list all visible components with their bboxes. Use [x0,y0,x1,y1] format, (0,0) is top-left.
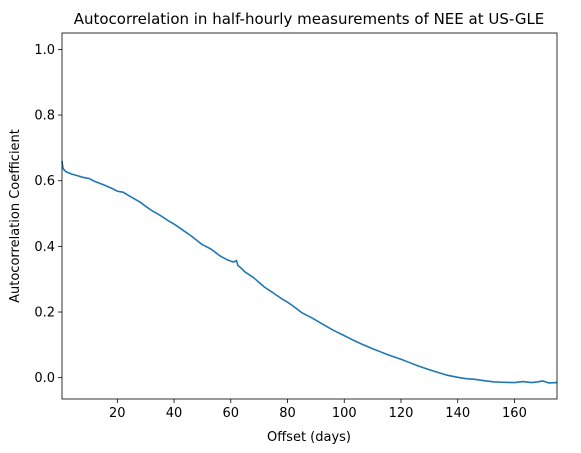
x-tick-label: 120 [389,406,414,421]
x-tick-label: 60 [223,406,240,421]
y-tick-label: 1.0 [34,43,55,58]
x-tick-label: 20 [109,406,126,421]
x-axis-ticks: 20 40 60 80 100 120 140 160 [109,399,527,421]
y-tick-label: 0.4 [34,240,55,255]
plot-area [62,33,557,399]
y-axis-ticks: 0.0 0.2 0.4 0.6 0.8 1.0 [34,43,62,386]
series-line [61,160,558,384]
y-tick-label: 0.8 [34,109,55,124]
chart-title: Autocorrelation in half-hourly measureme… [74,10,545,28]
y-tick-label: 0.0 [34,371,55,386]
x-tick-label: 140 [445,406,470,421]
y-axis-label: Autocorrelation Coefficient [8,129,23,303]
x-tick-label: 40 [166,406,183,421]
x-tick-label: 160 [502,406,527,421]
y-tick-label: 0.2 [34,306,55,321]
plot-frame [61,32,558,400]
y-tick-label: 0.6 [34,174,55,189]
x-axis-label: Offset (days) [267,430,351,445]
x-tick-label: 80 [279,406,296,421]
x-tick-label: 100 [332,406,357,421]
series-layer [61,160,558,384]
